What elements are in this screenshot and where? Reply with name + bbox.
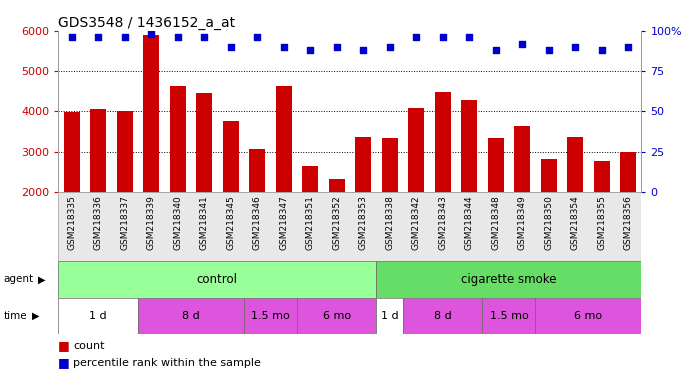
Point — [464, 34, 475, 40]
Text: GSM218347: GSM218347 — [279, 195, 288, 250]
Bar — [244, 298, 297, 334]
Bar — [408, 108, 424, 273]
Bar — [196, 93, 212, 273]
Text: 1 d: 1 d — [89, 311, 107, 321]
Point — [357, 47, 368, 53]
Bar — [461, 100, 477, 273]
Text: GSM218337: GSM218337 — [120, 195, 129, 250]
Bar — [64, 112, 80, 273]
Bar — [90, 109, 106, 273]
Bar — [488, 138, 504, 273]
Bar — [117, 111, 132, 273]
Text: ■: ■ — [58, 356, 70, 369]
Bar — [377, 261, 641, 298]
Text: GSM218341: GSM218341 — [200, 195, 209, 250]
Text: percentile rank within the sample: percentile rank within the sample — [73, 358, 261, 368]
Bar — [435, 92, 451, 273]
Point — [93, 34, 104, 40]
Bar — [541, 159, 556, 273]
Text: 8 d: 8 d — [182, 311, 200, 321]
Text: 8 d: 8 d — [434, 311, 451, 321]
Text: count: count — [73, 341, 105, 351]
Text: GSM218349: GSM218349 — [518, 195, 527, 250]
Point — [543, 47, 554, 53]
Text: GSM218335: GSM218335 — [67, 195, 76, 250]
Text: GSM218354: GSM218354 — [571, 195, 580, 250]
Text: GSM218336: GSM218336 — [93, 195, 103, 250]
Text: GSM218351: GSM218351 — [305, 195, 315, 250]
Bar — [297, 298, 377, 334]
Point — [305, 47, 316, 53]
Bar — [302, 166, 318, 273]
Text: ■: ■ — [58, 339, 70, 352]
Bar — [58, 298, 138, 334]
Bar — [535, 298, 641, 334]
Text: cigarette smoke: cigarette smoke — [461, 273, 556, 286]
Text: GSM218353: GSM218353 — [359, 195, 368, 250]
Text: GDS3548 / 1436152_a_at: GDS3548 / 1436152_a_at — [58, 16, 235, 30]
Text: GSM218345: GSM218345 — [226, 195, 235, 250]
Point — [199, 34, 210, 40]
Text: 6 mo: 6 mo — [574, 311, 602, 321]
Text: GSM218343: GSM218343 — [438, 195, 447, 250]
Point — [384, 44, 395, 50]
Point — [623, 44, 634, 50]
Text: GSM218355: GSM218355 — [597, 195, 606, 250]
Bar — [620, 152, 636, 273]
Text: agent: agent — [3, 274, 34, 285]
Point — [411, 34, 422, 40]
Bar — [514, 126, 530, 273]
Point — [66, 34, 77, 40]
Text: GSM218340: GSM218340 — [173, 195, 182, 250]
Point — [225, 44, 236, 50]
Point — [172, 34, 183, 40]
Point — [331, 44, 342, 50]
Point — [517, 41, 528, 47]
Text: GSM218344: GSM218344 — [464, 195, 473, 250]
Text: GSM218342: GSM218342 — [412, 195, 421, 250]
Text: ▶: ▶ — [32, 311, 40, 321]
Bar — [355, 137, 371, 273]
Text: 1.5 mo: 1.5 mo — [251, 311, 289, 321]
Text: GSM218338: GSM218338 — [385, 195, 394, 250]
Text: 6 mo: 6 mo — [322, 311, 351, 321]
Point — [119, 34, 130, 40]
Text: GSM218346: GSM218346 — [252, 195, 261, 250]
Bar — [329, 179, 344, 273]
Point — [437, 34, 448, 40]
Text: GSM218339: GSM218339 — [147, 195, 156, 250]
Bar — [593, 161, 610, 273]
Text: 1 d: 1 d — [381, 311, 399, 321]
Bar — [249, 149, 265, 273]
Point — [490, 47, 501, 53]
Bar — [403, 298, 482, 334]
Point — [569, 44, 580, 50]
Bar — [169, 86, 185, 273]
Text: control: control — [197, 273, 238, 286]
Bar — [143, 35, 159, 273]
Bar — [381, 138, 398, 273]
Bar — [377, 298, 403, 334]
Bar — [567, 137, 583, 273]
Text: GSM218356: GSM218356 — [624, 195, 632, 250]
Bar — [482, 298, 535, 334]
Point — [145, 31, 156, 37]
Text: GSM218350: GSM218350 — [544, 195, 553, 250]
Point — [596, 47, 607, 53]
Bar — [58, 261, 377, 298]
Text: GSM218352: GSM218352 — [332, 195, 341, 250]
Bar — [138, 298, 244, 334]
Text: 1.5 mo: 1.5 mo — [490, 311, 528, 321]
Bar — [223, 121, 239, 273]
Point — [252, 34, 263, 40]
Bar — [276, 86, 292, 273]
Point — [278, 44, 289, 50]
Text: ▶: ▶ — [38, 274, 45, 285]
Text: time: time — [3, 311, 27, 321]
Text: GSM218348: GSM218348 — [491, 195, 500, 250]
